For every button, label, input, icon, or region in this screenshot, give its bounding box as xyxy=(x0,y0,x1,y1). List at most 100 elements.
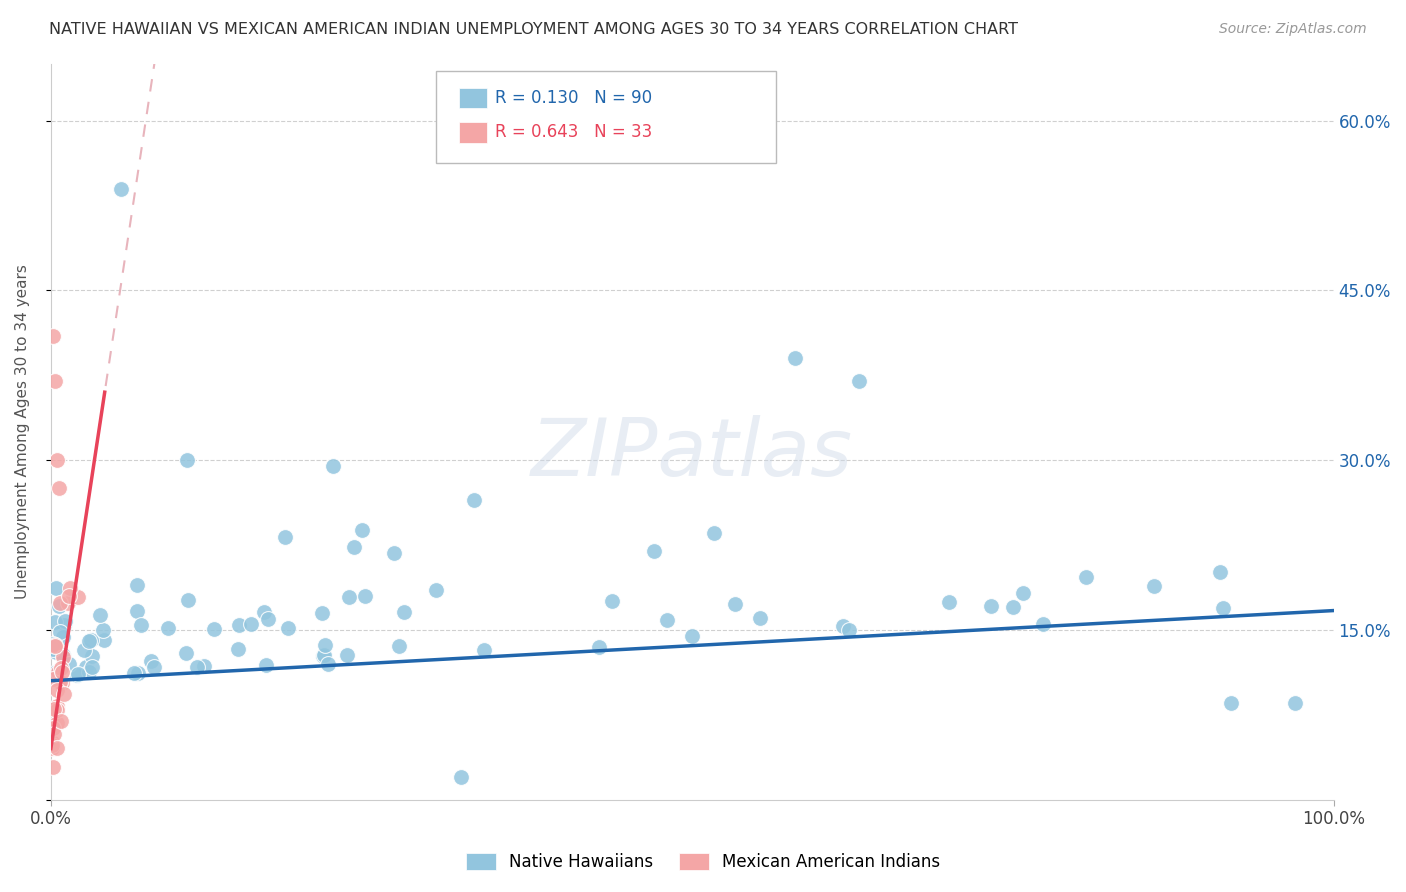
Point xyxy=(322,458,344,473)
Point xyxy=(52,630,75,644)
Point xyxy=(312,649,335,664)
Point xyxy=(202,623,225,637)
Point xyxy=(46,703,69,717)
Point xyxy=(45,645,67,659)
Point xyxy=(49,625,72,640)
Point xyxy=(342,541,364,555)
Point xyxy=(45,716,67,731)
Point xyxy=(58,596,80,610)
Point xyxy=(848,374,870,388)
Point xyxy=(176,646,198,660)
Point xyxy=(643,543,665,558)
Point xyxy=(41,739,63,753)
Point xyxy=(41,721,63,735)
Point xyxy=(474,643,496,657)
Point xyxy=(254,658,277,673)
Point xyxy=(253,605,276,619)
Point xyxy=(66,668,89,682)
Point xyxy=(388,640,411,654)
Point xyxy=(588,640,610,655)
Point xyxy=(938,594,960,608)
Point xyxy=(73,643,96,657)
Point xyxy=(257,612,280,626)
Point xyxy=(1012,586,1035,600)
Point xyxy=(193,658,215,673)
Point xyxy=(312,648,335,663)
Point xyxy=(44,374,66,388)
Point xyxy=(48,481,70,495)
Point xyxy=(176,453,198,467)
Point xyxy=(49,596,72,610)
Point xyxy=(46,453,69,467)
Point xyxy=(42,328,65,343)
Point xyxy=(46,665,69,680)
Point xyxy=(240,617,263,632)
Point xyxy=(45,582,67,596)
Point xyxy=(353,589,375,603)
Point xyxy=(93,632,115,647)
Point xyxy=(832,619,855,633)
Point xyxy=(52,648,75,662)
Point xyxy=(42,637,65,651)
Point xyxy=(41,759,63,773)
Point xyxy=(1143,579,1166,593)
Point xyxy=(277,621,299,635)
Point xyxy=(44,638,66,652)
Point xyxy=(783,351,806,366)
Point xyxy=(75,660,97,674)
Point xyxy=(143,660,166,674)
Point xyxy=(52,687,75,701)
Point xyxy=(42,641,65,656)
Point xyxy=(77,665,100,679)
Text: R = 0.643   N = 33: R = 0.643 N = 33 xyxy=(495,123,652,142)
Text: R = 0.130   N = 90: R = 0.130 N = 90 xyxy=(495,89,652,107)
Point xyxy=(157,621,180,635)
Point xyxy=(46,741,69,756)
Point xyxy=(44,702,66,716)
Point xyxy=(1209,566,1232,580)
Point xyxy=(382,545,405,559)
Point xyxy=(51,676,73,690)
Point xyxy=(80,660,103,674)
Point xyxy=(122,666,145,681)
Point xyxy=(59,581,82,595)
Point xyxy=(1032,616,1054,631)
Point xyxy=(42,721,65,735)
Point xyxy=(53,614,76,628)
Point xyxy=(600,594,623,608)
Point xyxy=(352,523,374,537)
Point xyxy=(337,590,360,604)
Point xyxy=(44,640,66,654)
Point xyxy=(49,674,72,689)
Point xyxy=(110,181,132,195)
Point xyxy=(392,605,415,619)
Point xyxy=(42,727,65,741)
Point xyxy=(228,618,250,632)
FancyBboxPatch shape xyxy=(436,71,776,163)
Point xyxy=(1220,697,1243,711)
Point xyxy=(724,597,747,611)
Point xyxy=(1284,697,1306,711)
Point xyxy=(186,659,208,673)
Point xyxy=(66,590,89,604)
Point xyxy=(226,642,249,657)
Point xyxy=(89,608,111,623)
Point xyxy=(44,615,66,629)
Point xyxy=(748,611,770,625)
Point xyxy=(125,578,148,592)
Point xyxy=(52,649,75,664)
Point xyxy=(336,648,359,663)
Point xyxy=(273,530,295,544)
Point xyxy=(48,599,70,613)
Point xyxy=(139,654,162,668)
Point xyxy=(681,629,703,643)
Point xyxy=(80,633,103,648)
Point xyxy=(51,665,73,680)
Point xyxy=(58,657,80,671)
Point xyxy=(450,770,472,784)
Point xyxy=(58,589,80,603)
Point xyxy=(127,665,149,680)
Text: ZIPatlas: ZIPatlas xyxy=(531,415,853,493)
Point xyxy=(463,492,485,507)
Point xyxy=(45,682,67,697)
